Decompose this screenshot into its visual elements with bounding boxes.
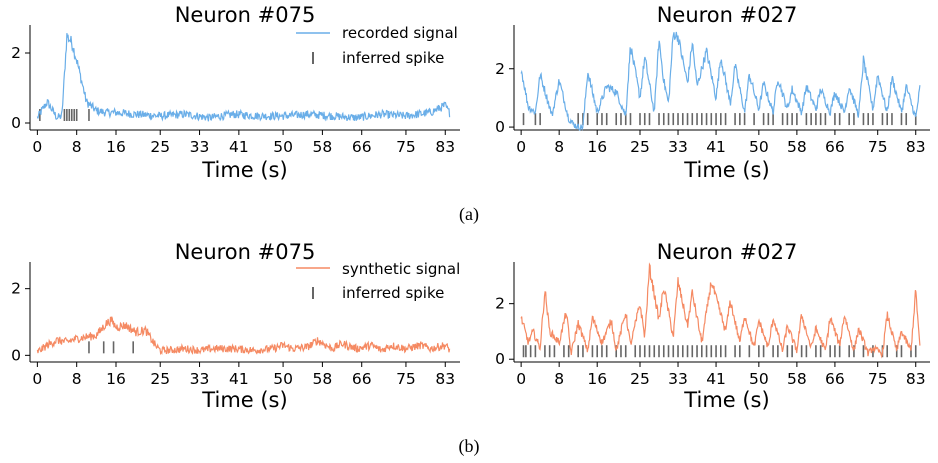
y-tick-label: 2 — [495, 60, 505, 78]
x-tick-label: 8 — [554, 138, 564, 156]
tick-labels: 0 8 16 25 33 41 50 58 66 75 83 0 2 — [495, 60, 925, 156]
x-axis-label: Time (s) — [201, 388, 287, 412]
chart-top-right: Neuron #027 0 8 16 25 33 41 50 58 66 75 83 0 2 Time … — [495, 3, 930, 182]
x-tick-label: 75 — [396, 370, 416, 388]
y-tick-label: 0 — [495, 350, 505, 368]
chart-bottom-right: Neuron #027 0 8 16 25 33 41 50 58 66 75 83 0 2 Time … — [495, 240, 930, 412]
legend-signal-label: recorded signal — [342, 24, 458, 42]
legend: recorded signal inferred spike — [296, 24, 458, 67]
legend: synthetic signal inferred spike — [296, 260, 460, 302]
x-tick-label: 16 — [587, 138, 607, 156]
tick-labels: 0 8 16 25 33 41 50 58 66 75 83 0 2 — [11, 44, 455, 156]
x-tick-label: 25 — [630, 138, 650, 156]
x-tick-label: 41 — [706, 370, 726, 388]
y-tick-label: 2 — [11, 280, 21, 298]
legend-signal-label: synthetic signal — [342, 260, 460, 278]
signal-line — [520, 262, 921, 359]
x-tick-label: 16 — [587, 370, 607, 388]
chart-bottom-left: Neuron #075 0 8 16 25 33 41 50 58 66 75 83 0 2 Time … — [11, 240, 460, 412]
axes — [29, 25, 460, 131]
x-tick-label: 0 — [32, 370, 42, 388]
legend-spike-label: inferred spike — [342, 49, 444, 67]
signal-line — [36, 33, 451, 122]
x-tick-label: 58 — [313, 138, 333, 156]
x-tick-label: 0 — [516, 370, 526, 388]
x-tick-label: 25 — [630, 370, 650, 388]
x-tick-label: 58 — [787, 138, 807, 156]
x-axis-label: Time (s) — [683, 388, 769, 412]
x-tick-label: 66 — [825, 370, 845, 388]
x-axis-label: Time (s) — [683, 158, 769, 182]
chart-title: Neuron #075 — [175, 3, 316, 27]
y-tick-label: 0 — [495, 118, 505, 136]
signal-line — [520, 31, 921, 131]
legend-spike-label: inferred spike — [342, 284, 444, 302]
subfigure-caption-b: (b) — [459, 436, 480, 457]
x-tick-label: 0 — [32, 138, 42, 156]
x-tick-label: 41 — [229, 138, 249, 156]
x-tick-label: 75 — [396, 138, 416, 156]
x-tick-label: 66 — [352, 138, 372, 156]
spike-series — [522, 113, 917, 126]
x-tick-label: 50 — [273, 138, 293, 156]
x-tick-label: 58 — [313, 370, 333, 388]
x-tick-label: 83 — [435, 370, 455, 388]
x-tick-label: 33 — [190, 138, 210, 156]
chart-title: Neuron #075 — [175, 240, 316, 264]
axes — [513, 262, 930, 363]
x-tick-label: 75 — [868, 370, 888, 388]
x-tick-label: 83 — [906, 370, 926, 388]
chart-title: Neuron #027 — [657, 3, 798, 27]
x-axis-label: Time (s) — [201, 158, 287, 182]
x-tick-label: 33 — [190, 370, 210, 388]
x-tick-label: 33 — [668, 370, 688, 388]
x-tick-label: 83 — [906, 138, 926, 156]
spike-series — [522, 345, 917, 358]
x-tick-label: 50 — [749, 370, 769, 388]
x-tick-label: 8 — [72, 138, 82, 156]
y-tick-label: 0 — [11, 114, 21, 132]
x-tick-label: 25 — [150, 370, 170, 388]
x-tick-label: 8 — [72, 370, 82, 388]
x-tick-label: 33 — [668, 138, 688, 156]
x-tick-label: 83 — [435, 138, 455, 156]
y-tick-label: 2 — [495, 295, 505, 313]
axes — [29, 262, 460, 363]
x-tick-label: 58 — [787, 370, 807, 388]
subfigure-caption-a: (a) — [459, 204, 479, 225]
chart-top-left: Neuron #075 0 8 16 25 33 41 50 58 66 75 83 0 2 Time … — [11, 3, 460, 182]
x-tick-label: 41 — [706, 138, 726, 156]
x-tick-label: 50 — [273, 370, 293, 388]
x-tick-label: 66 — [352, 370, 372, 388]
x-tick-label: 25 — [150, 138, 170, 156]
signal-line — [36, 316, 451, 356]
x-tick-label: 0 — [516, 138, 526, 156]
x-tick-label: 75 — [868, 138, 888, 156]
x-tick-label: 50 — [749, 138, 769, 156]
x-tick-label: 16 — [106, 370, 126, 388]
tick-labels: 0 8 16 25 33 41 50 58 66 75 83 0 2 — [495, 295, 925, 388]
spike-series — [88, 341, 134, 354]
x-tick-label: 8 — [554, 370, 564, 388]
y-tick-label: 0 — [11, 346, 21, 364]
spike-series — [39, 109, 90, 121]
y-tick-label: 2 — [11, 44, 21, 62]
x-tick-label: 66 — [825, 138, 845, 156]
tick-labels: 0 8 16 25 33 41 50 58 66 75 83 0 2 — [11, 280, 455, 388]
x-tick-label: 16 — [106, 138, 126, 156]
x-tick-label: 41 — [229, 370, 249, 388]
axes — [513, 25, 930, 131]
chart-title: Neuron #027 — [657, 240, 798, 264]
